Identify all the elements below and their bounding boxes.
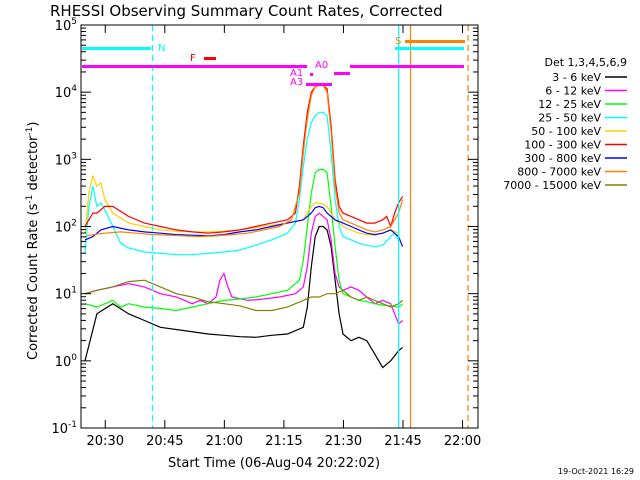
series-line-6 (84, 84, 404, 234)
flare-flag-label: F (190, 53, 196, 64)
series-line-9 (84, 279, 403, 312)
legend-entry-label-7: 300 - 800 keV (524, 152, 601, 165)
series-line-8 (84, 84, 404, 238)
x-tick-label-7: 22:00 (444, 434, 481, 449)
x-axis: 20:30 20:45 21:00 21:15 21:30 21:45 22:00 (87, 25, 481, 449)
attenuator-bar-left (82, 65, 307, 68)
y-tick-label-1: 10-1 (51, 420, 77, 437)
y-tick-label-3: 101 (55, 286, 77, 303)
x-tick-label-4: 21:15 (265, 434, 302, 449)
series-line-4 (84, 111, 400, 256)
attenuator-a0-label: A0 (315, 60, 328, 71)
y-tick-label-2: 100 (55, 353, 78, 370)
attenuator-a3-label: A3 (290, 77, 303, 88)
attenuator-a1-dot (310, 73, 313, 76)
timestamp: 19-Oct-2021 16:29 (558, 467, 634, 476)
legend-entry-label-5: 50 - 100 keV (531, 125, 601, 138)
y-tick-label-4: 102 (55, 219, 77, 236)
attenuator-a3-segment (306, 83, 332, 86)
legend-entry-label-3: 12 - 25 keV (538, 98, 601, 111)
x-tick-label-1: 20:30 (87, 434, 124, 449)
x-tick-label-6: 21:45 (384, 434, 421, 449)
y-axis-label-part-3: ) (26, 122, 41, 127)
attenuator-a1-label: A1 (290, 68, 303, 79)
y-tick-label-7: 105 (55, 17, 77, 34)
mode-flags: N S F A0 A1 A3 (82, 36, 465, 88)
series-line-3 (84, 168, 403, 312)
y-axis-label-part-2: detector (26, 135, 41, 195)
legend-entry-label-1: 3 - 6 keV (552, 71, 601, 84)
night-flag-label: N (158, 43, 165, 54)
y-tick-label-5: 103 (55, 151, 77, 168)
legend-entry-label-4: 25 - 50 keV (538, 112, 601, 125)
x-tick-label-5: 21:30 (325, 434, 362, 449)
attenuator-a1-segment (334, 72, 350, 75)
y-axis: 10-1 100 101 102 103 104 105 (51, 17, 478, 437)
saa-flag-label: S (395, 36, 401, 47)
y-axis-label-sup-1: -1 (25, 195, 35, 204)
legend-entry-label-8: 800 - 7000 keV (517, 166, 601, 179)
flare-flag-bar (204, 57, 216, 60)
y-axis-label-part-1: Corrected Count Rate (s (26, 203, 41, 360)
legend-entry-label-2: 6 - 12 keV (545, 85, 601, 98)
series-line-1 (84, 225, 403, 369)
x-tick-label-3: 21:00 (206, 434, 243, 449)
attenuator-bar-right (350, 65, 464, 68)
night-flag-bar-1 (82, 47, 151, 50)
chart-title: RHESSI Observing Summary Count Rates, Co… (50, 2, 443, 20)
saa-flag-bar (405, 40, 465, 43)
legend-detectors: Det 1,3,4,5,6,9 (544, 56, 627, 69)
series-line-7 (84, 205, 404, 247)
x-axis-label: Start Time (06-Aug-04 20:22:02) (168, 456, 380, 471)
series-line-2 (84, 212, 403, 325)
night-flag-bar-2 (395, 47, 464, 50)
series-group (84, 84, 404, 369)
legend-entry-label-6: 100 - 300 keV (524, 139, 601, 152)
legend-entry-label-9: 7000 - 15000 keV (503, 179, 601, 192)
y-tick-label-6: 104 (55, 84, 78, 101)
x-tick-label-2: 20:45 (146, 434, 183, 449)
y-axis-label: Corrected Count Rate (s-1 detector-1) (25, 122, 41, 360)
y-axis-label-sup-2: -1 (25, 127, 35, 136)
